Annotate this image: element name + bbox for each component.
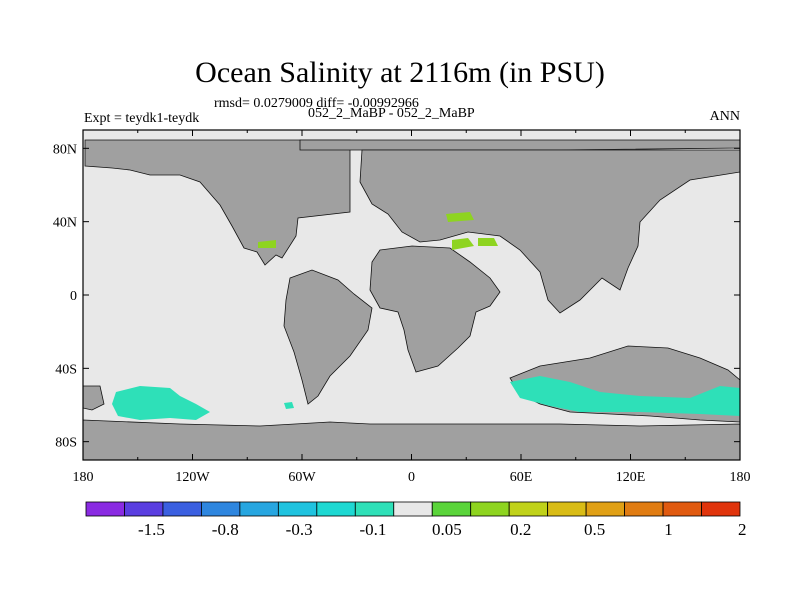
- colorbar-swatch: [316, 501, 356, 517]
- y-tick-label: 40N: [53, 216, 77, 231]
- salinity-anomaly-small: [284, 402, 294, 409]
- y-tick-label: 80S: [55, 436, 77, 451]
- chart-subtitle: rmsd= 0.0279009 diff= -0.00992966: [214, 96, 419, 111]
- land-southwest-edge: [83, 385, 105, 411]
- colorbar-swatch: [470, 501, 510, 517]
- y-tick-label: 0: [70, 289, 77, 304]
- colorbar-swatch: [662, 501, 702, 517]
- season-label: ANN: [709, 109, 740, 124]
- land-antarctica: [83, 419, 740, 460]
- y-tick-label: 40S: [55, 362, 77, 377]
- colorbar-label: 2: [738, 520, 747, 539]
- colorbar-swatch: [124, 501, 164, 517]
- salinity-anomaly-gulf: [258, 240, 276, 248]
- salinity-anomaly-southern-ocean: [510, 376, 740, 416]
- colorbar-label: 0.05: [432, 520, 462, 539]
- colorbar-swatch: [624, 501, 664, 517]
- colorbar-swatch: [431, 501, 472, 517]
- experiment-label: Expt = teydk1-teydk: [84, 111, 200, 126]
- colorbar-swatch: [393, 501, 433, 517]
- colorbar-label: 0.5: [584, 520, 605, 539]
- colorbar-label: -0.3: [286, 520, 313, 539]
- chart-title: Ocean Salinity at 2116m (in PSU): [195, 56, 605, 89]
- x-tick-label: 60W: [288, 470, 316, 485]
- colorbar-label: 1: [664, 520, 673, 539]
- x-tick-label: 60E: [510, 470, 533, 485]
- land-north-america: [84, 139, 351, 266]
- salinity-anomaly-south-pacific: [112, 386, 210, 420]
- experiment-period-label: 052_2_MaBP - 052_2_MaBP: [308, 106, 475, 121]
- x-tick-label: 180: [730, 470, 751, 485]
- colorbar-swatch: [201, 501, 241, 517]
- colorbar-label: -0.1: [360, 520, 387, 539]
- colorbar-label: -0.8: [212, 520, 239, 539]
- colorbar-swatch: [508, 501, 549, 517]
- salinity-anomaly-mediterranean: [446, 212, 498, 250]
- colorbar: -1.5 -0.8 -0.3 -0.1 0.05 0.2 0.5 1 2: [85, 501, 747, 539]
- x-tick-label: 120W: [175, 470, 210, 485]
- y-tick-label: 80N: [53, 142, 77, 157]
- colorbar-swatch: [162, 501, 202, 517]
- land-africa: [369, 245, 501, 373]
- land-eurasia: [359, 149, 740, 314]
- x-tick-label: 120E: [616, 470, 646, 485]
- colorbar-swatch: [85, 501, 125, 517]
- colorbar-swatch: [547, 501, 587, 517]
- colorbar-swatch: [354, 501, 395, 517]
- axes: 180 120W 60W 0 60E 120E 180 80N 40N 0 40S 80S: [53, 130, 751, 485]
- colorbar-label: -1.5: [138, 520, 165, 539]
- colorbar-swatch: [701, 501, 741, 517]
- colorbar-label: 0.2: [510, 520, 531, 539]
- x-tick-label: 180: [73, 470, 94, 485]
- x-tick-label: 0: [408, 470, 415, 485]
- land-south-america: [283, 269, 373, 405]
- colorbar-swatch: [585, 501, 625, 517]
- map-layer: [83, 130, 740, 460]
- colorbar-swatch: [239, 501, 279, 517]
- colorbar-swatch: [277, 501, 318, 517]
- land-arctic: [299, 139, 740, 151]
